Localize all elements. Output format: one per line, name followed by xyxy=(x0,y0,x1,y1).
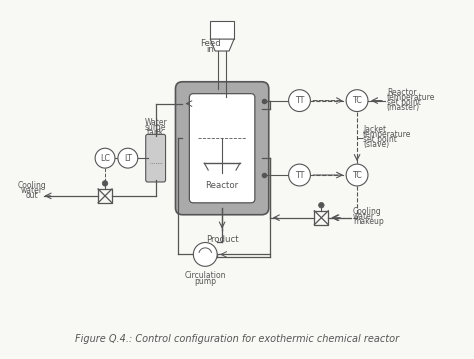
Text: water: water xyxy=(353,212,375,221)
Text: Circulation: Circulation xyxy=(184,271,226,280)
Text: LC: LC xyxy=(100,154,110,163)
Bar xyxy=(210,21,234,39)
Circle shape xyxy=(102,181,108,186)
Text: Figure Q.4.: Control configuration for exothermic chemical reactor: Figure Q.4.: Control configuration for e… xyxy=(75,334,399,344)
Text: (master): (master) xyxy=(387,103,420,112)
Text: tank: tank xyxy=(147,128,164,137)
Polygon shape xyxy=(210,39,234,51)
Circle shape xyxy=(95,148,115,168)
Text: Water: Water xyxy=(144,118,167,127)
Text: out: out xyxy=(25,191,38,200)
Circle shape xyxy=(193,243,217,266)
Text: surge: surge xyxy=(145,123,166,132)
Text: Cooling: Cooling xyxy=(353,207,382,216)
Text: TC: TC xyxy=(352,171,362,180)
Text: (slave): (slave) xyxy=(363,140,389,149)
Text: pump: pump xyxy=(194,277,216,286)
Text: Feed: Feed xyxy=(200,38,220,47)
Circle shape xyxy=(289,90,310,112)
Circle shape xyxy=(346,90,368,112)
Text: makeup: makeup xyxy=(353,217,384,226)
Text: temperature: temperature xyxy=(387,93,435,102)
Text: set point: set point xyxy=(387,98,421,107)
Text: TT: TT xyxy=(295,96,304,105)
FancyBboxPatch shape xyxy=(146,134,165,182)
Text: TT: TT xyxy=(295,171,304,180)
Text: water: water xyxy=(20,186,43,195)
Text: Reactor: Reactor xyxy=(206,181,239,191)
Circle shape xyxy=(319,202,324,208)
Text: Cooling: Cooling xyxy=(17,181,46,191)
Text: LT: LT xyxy=(124,154,132,163)
Text: Jacket: Jacket xyxy=(363,125,386,134)
Circle shape xyxy=(346,164,368,186)
FancyBboxPatch shape xyxy=(175,82,269,215)
Circle shape xyxy=(118,148,138,168)
Text: TC: TC xyxy=(352,96,362,105)
Text: set point: set point xyxy=(363,135,397,144)
FancyBboxPatch shape xyxy=(190,94,255,203)
Circle shape xyxy=(289,164,310,186)
Text: in: in xyxy=(206,45,214,53)
Text: Product: Product xyxy=(206,235,238,244)
Text: temperature: temperature xyxy=(363,130,411,139)
Text: Reactor: Reactor xyxy=(387,88,416,97)
